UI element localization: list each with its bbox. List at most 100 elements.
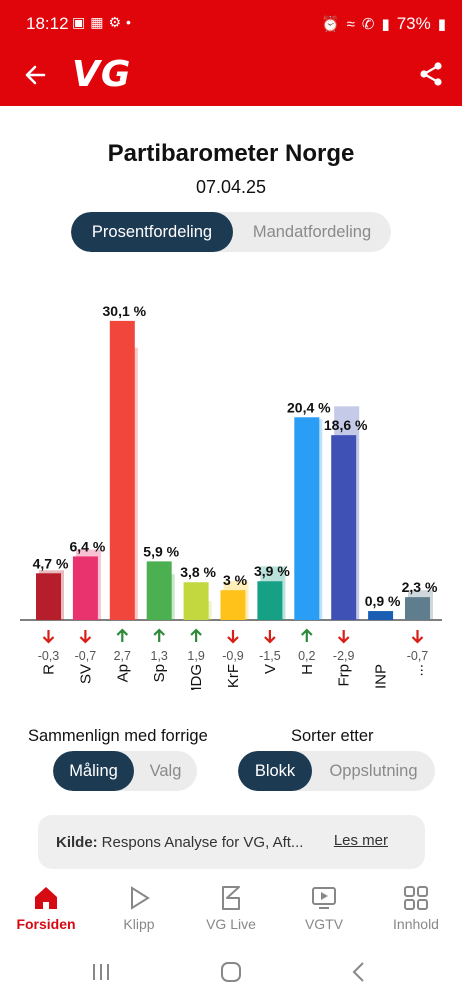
back-arrow-icon[interactable] — [22, 61, 50, 89]
change-label: -0,7 — [75, 649, 97, 663]
value-label: 6,4 % — [69, 538, 105, 554]
sort-toggle: Blokk Oppslutning — [238, 751, 435, 791]
compare-option-maling[interactable]: Måling — [53, 751, 134, 791]
category-label: V — [262, 664, 279, 674]
value-label: 4,7 % — [33, 555, 69, 571]
image-notification-icon: ▣ — [72, 14, 86, 30]
sort-option-oppslutning[interactable]: Oppslutning — [329, 761, 418, 780]
bottom-nav: Forsiden Klipp VG Live VGTV Innhold — [0, 878, 462, 944]
wifi-icon: ≈ — [346, 15, 355, 33]
value-label: 20,4 % — [287, 399, 331, 415]
dot-notification-icon: • — [126, 14, 131, 30]
category-label: ... — [410, 664, 427, 677]
category-label: R — [41, 664, 58, 675]
compare-toggle: Måling Valg — [53, 751, 197, 791]
nav-label-vg-live: VG Live — [206, 916, 256, 932]
settings-notification-icon: ⚙ — [108, 14, 122, 30]
status-notification-icons: ▣ ▦ ⚙ • — [72, 14, 131, 31]
bar-... — [405, 597, 430, 620]
nav-label-klipp: Klipp — [123, 916, 155, 932]
nav-forsiden[interactable]: Forsiden — [1, 884, 91, 932]
vg-logo[interactable]: VG — [72, 54, 132, 95]
bar-R — [36, 573, 61, 620]
grid-icon — [404, 886, 428, 910]
bar-Frp — [331, 435, 357, 620]
change-up-arrow — [301, 628, 313, 642]
change-up-arrow — [116, 628, 129, 642]
system-nav-bar — [0, 944, 462, 1000]
compare-label: Sammenlign med forrige — [28, 727, 208, 745]
tab-prosentfordeling[interactable]: Prosentfordeling — [71, 212, 233, 252]
value-label: 5,9 % — [143, 543, 179, 559]
sort-label: Sorter etter — [291, 727, 374, 745]
category-label: INP — [373, 664, 390, 689]
value-label: 0,9 % — [365, 593, 401, 609]
back-button-icon[interactable] — [346, 960, 372, 984]
play-icon — [131, 886, 150, 910]
signal-icon: ▮ — [381, 16, 390, 33]
change-down-arrow — [227, 630, 239, 644]
category-label: MDG — [188, 664, 205, 690]
battery-icon: ▮ — [437, 16, 446, 33]
change-label: -1,5 — [259, 649, 281, 663]
category-label: KrF — [225, 664, 242, 688]
value-label: 18,6 % — [324, 417, 368, 433]
nav-vgtv[interactable]: VGTV — [279, 884, 369, 932]
compare-option-valg[interactable]: Valg — [149, 761, 182, 780]
nav-vg-live[interactable]: VG Live — [186, 884, 276, 932]
battery-level: 73% — [396, 14, 431, 33]
change-up-arrow — [190, 628, 202, 642]
recent-apps-icon[interactable] — [88, 960, 114, 984]
share-icon[interactable] — [416, 59, 446, 89]
app-notification-icon: ▦ — [90, 14, 104, 30]
nav-klipp[interactable]: Klipp — [94, 884, 184, 932]
call-icon: ✆ — [361, 16, 375, 33]
source-box: Kilde: Respons Analyse for VG, Aft... Le… — [38, 815, 425, 869]
change-up-arrow — [153, 628, 165, 642]
value-label: 3,8 % — [180, 564, 216, 580]
value-label: 2,3 % — [402, 579, 438, 595]
bar-INP — [368, 611, 394, 620]
value-label: 30,1 % — [103, 303, 147, 319]
value-label: 3,9 % — [254, 563, 290, 579]
sort-option-blokk[interactable]: Blokk — [238, 751, 312, 791]
change-down-arrow — [337, 630, 350, 644]
bar-Ap — [109, 320, 135, 620]
status-bar: 18:12 ▣ ▦ ⚙ • ⏰ ≈ ✆ ▮ 73% ▮ — [0, 0, 462, 48]
read-more-link[interactable]: Les mer — [333, 832, 388, 849]
change-label: -0,3 — [38, 649, 60, 663]
app-bar: VG — [0, 48, 462, 106]
vg-live-icon — [222, 886, 240, 910]
category-label: Ap — [114, 664, 131, 682]
nav-label-vgtv: VGTV — [304, 916, 344, 932]
status-time: 18:12 — [26, 14, 69, 33]
page-title: Partibarometer Norge — [107, 140, 355, 167]
change-down-arrow — [411, 630, 424, 644]
change-down-arrow — [42, 630, 55, 644]
poll-date: 07.04.25 — [195, 177, 267, 197]
change-label: -0,7 — [407, 649, 429, 663]
change-label: 0,2 — [298, 649, 315, 663]
bar-V — [257, 581, 283, 620]
nav-innhold[interactable]: Innhold — [371, 884, 461, 932]
value-label: 3 % — [223, 572, 248, 588]
change-down-arrow — [264, 630, 276, 644]
home-button-icon[interactable] — [218, 960, 244, 984]
change-label: 2,7 — [114, 649, 131, 663]
source-text: Respons Analyse for VG, Aft... — [101, 833, 304, 851]
bar-Sp — [146, 561, 172, 620]
change-label: -0,9 — [222, 649, 244, 663]
nav-label-innhold: Innhold — [393, 916, 439, 932]
category-label: H — [299, 664, 316, 675]
category-label: Sp — [151, 664, 168, 682]
alarm-icon: ⏰ — [320, 16, 340, 33]
tab-mandatfordeling[interactable]: Mandatfordeling — [252, 222, 372, 241]
change-down-arrow — [79, 630, 92, 644]
category-label: Frp — [336, 664, 353, 687]
tv-icon — [312, 887, 336, 909]
status-system-icons: ⏰ ≈ ✆ ▮ 73% ▮ — [321, 14, 446, 34]
home-icon — [35, 887, 57, 909]
change-label: -2,9 — [333, 649, 355, 663]
change-label: 1,3 — [151, 649, 168, 663]
